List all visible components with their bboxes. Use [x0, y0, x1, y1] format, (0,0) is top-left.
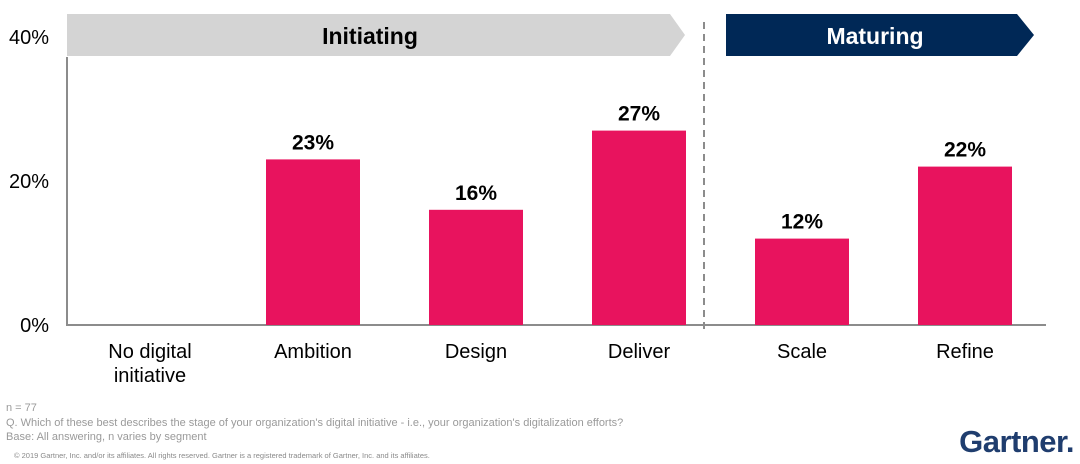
- category-label-line-ambition-1: Ambition: [274, 341, 352, 363]
- category-label-line-scale-1: Scale: [777, 341, 827, 363]
- category-label-scale: Scale: [777, 341, 827, 363]
- phase-arrow-initiating: [67, 14, 685, 56]
- bar-refine: [918, 166, 1012, 325]
- category-label-line-design-1: Design: [445, 341, 507, 363]
- bar-chart: Initiating Maturing 0% 20% 40% No digital ini…: [9, 14, 1046, 387]
- bar-ambition: [266, 159, 360, 325]
- category-label-refine: Refine: [936, 341, 994, 363]
- y-tick-label-40: 40%: [9, 27, 49, 49]
- copyright-note: © 2019 Gartner, Inc. and/or its affiliat…: [14, 451, 430, 460]
- phase-label-maturing: Maturing: [826, 23, 923, 49]
- bar-design: [429, 209, 523, 325]
- category-label-line-no-digital-initiative-1: No digital: [108, 341, 191, 363]
- bar-deliver: [592, 130, 686, 325]
- gartner-logo: Gartner.: [959, 424, 1074, 459]
- data-label-ambition: 23%: [292, 131, 334, 154]
- data-label-scale: 12%: [781, 211, 823, 234]
- category-label-ambition: Ambition: [274, 341, 352, 363]
- sample-size-note: n = 77: [6, 402, 37, 414]
- survey-question-note: Q. Which of these best describes the sta…: [6, 417, 624, 429]
- category-label-no-digital-initiative: No digital initiative: [108, 341, 191, 387]
- phase-arrow-maturing: [726, 14, 1034, 56]
- data-label-deliver: 27%: [618, 103, 660, 126]
- data-label-refine: 22%: [944, 139, 986, 162]
- category-label-deliver: Deliver: [608, 341, 671, 363]
- category-label-line-deliver-1: Deliver: [608, 341, 671, 363]
- base-note: Base: All answering, n varies by segment: [6, 431, 207, 443]
- category-label-line-no-digital-initiative-2: initiative: [114, 365, 186, 387]
- category-label-design: Design: [445, 341, 507, 363]
- phase-label-initiating: Initiating: [322, 23, 418, 49]
- y-tick-label-0: 0%: [20, 315, 49, 337]
- category-label-line-refine-1: Refine: [936, 341, 994, 363]
- y-tick-label-20: 20%: [9, 171, 49, 193]
- data-label-design: 16%: [455, 182, 497, 205]
- bar-scale: [755, 238, 849, 325]
